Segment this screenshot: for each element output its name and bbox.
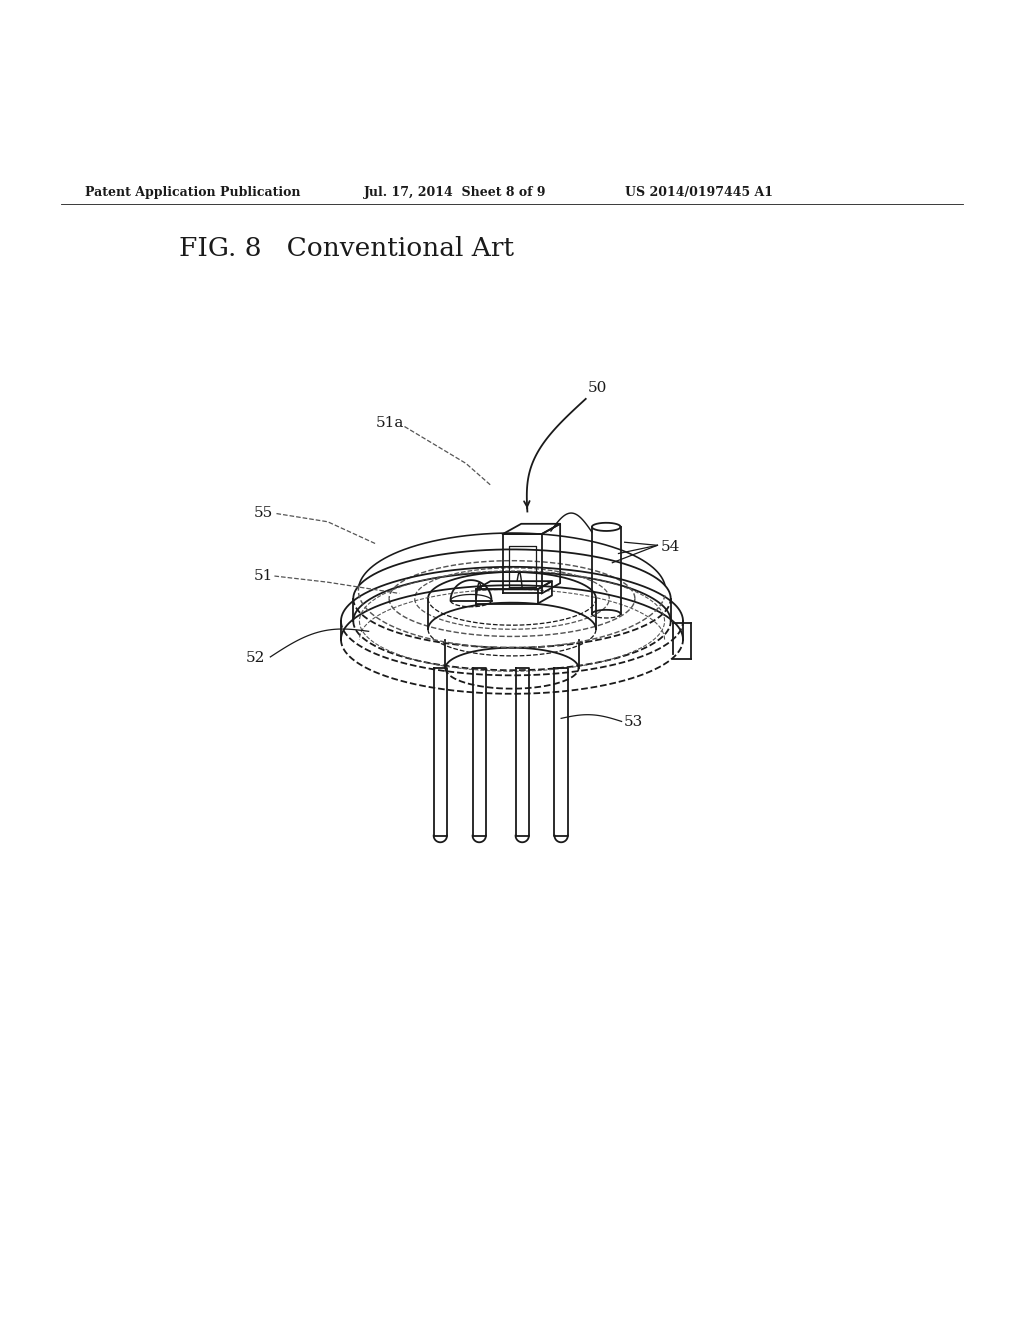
Text: 53: 53 xyxy=(624,714,643,729)
Text: 51: 51 xyxy=(254,569,273,583)
Text: Jul. 17, 2014  Sheet 8 of 9: Jul. 17, 2014 Sheet 8 of 9 xyxy=(364,186,546,198)
Text: Patent Application Publication: Patent Application Publication xyxy=(85,186,300,198)
Text: 54: 54 xyxy=(660,540,680,554)
Text: FIG. 8   Conventional Art: FIG. 8 Conventional Art xyxy=(179,235,514,260)
Text: 52: 52 xyxy=(246,651,265,665)
Text: 55: 55 xyxy=(254,506,273,520)
Text: 51a: 51a xyxy=(376,416,404,429)
Text: 50: 50 xyxy=(588,380,607,395)
Text: US 2014/0197445 A1: US 2014/0197445 A1 xyxy=(625,186,773,198)
